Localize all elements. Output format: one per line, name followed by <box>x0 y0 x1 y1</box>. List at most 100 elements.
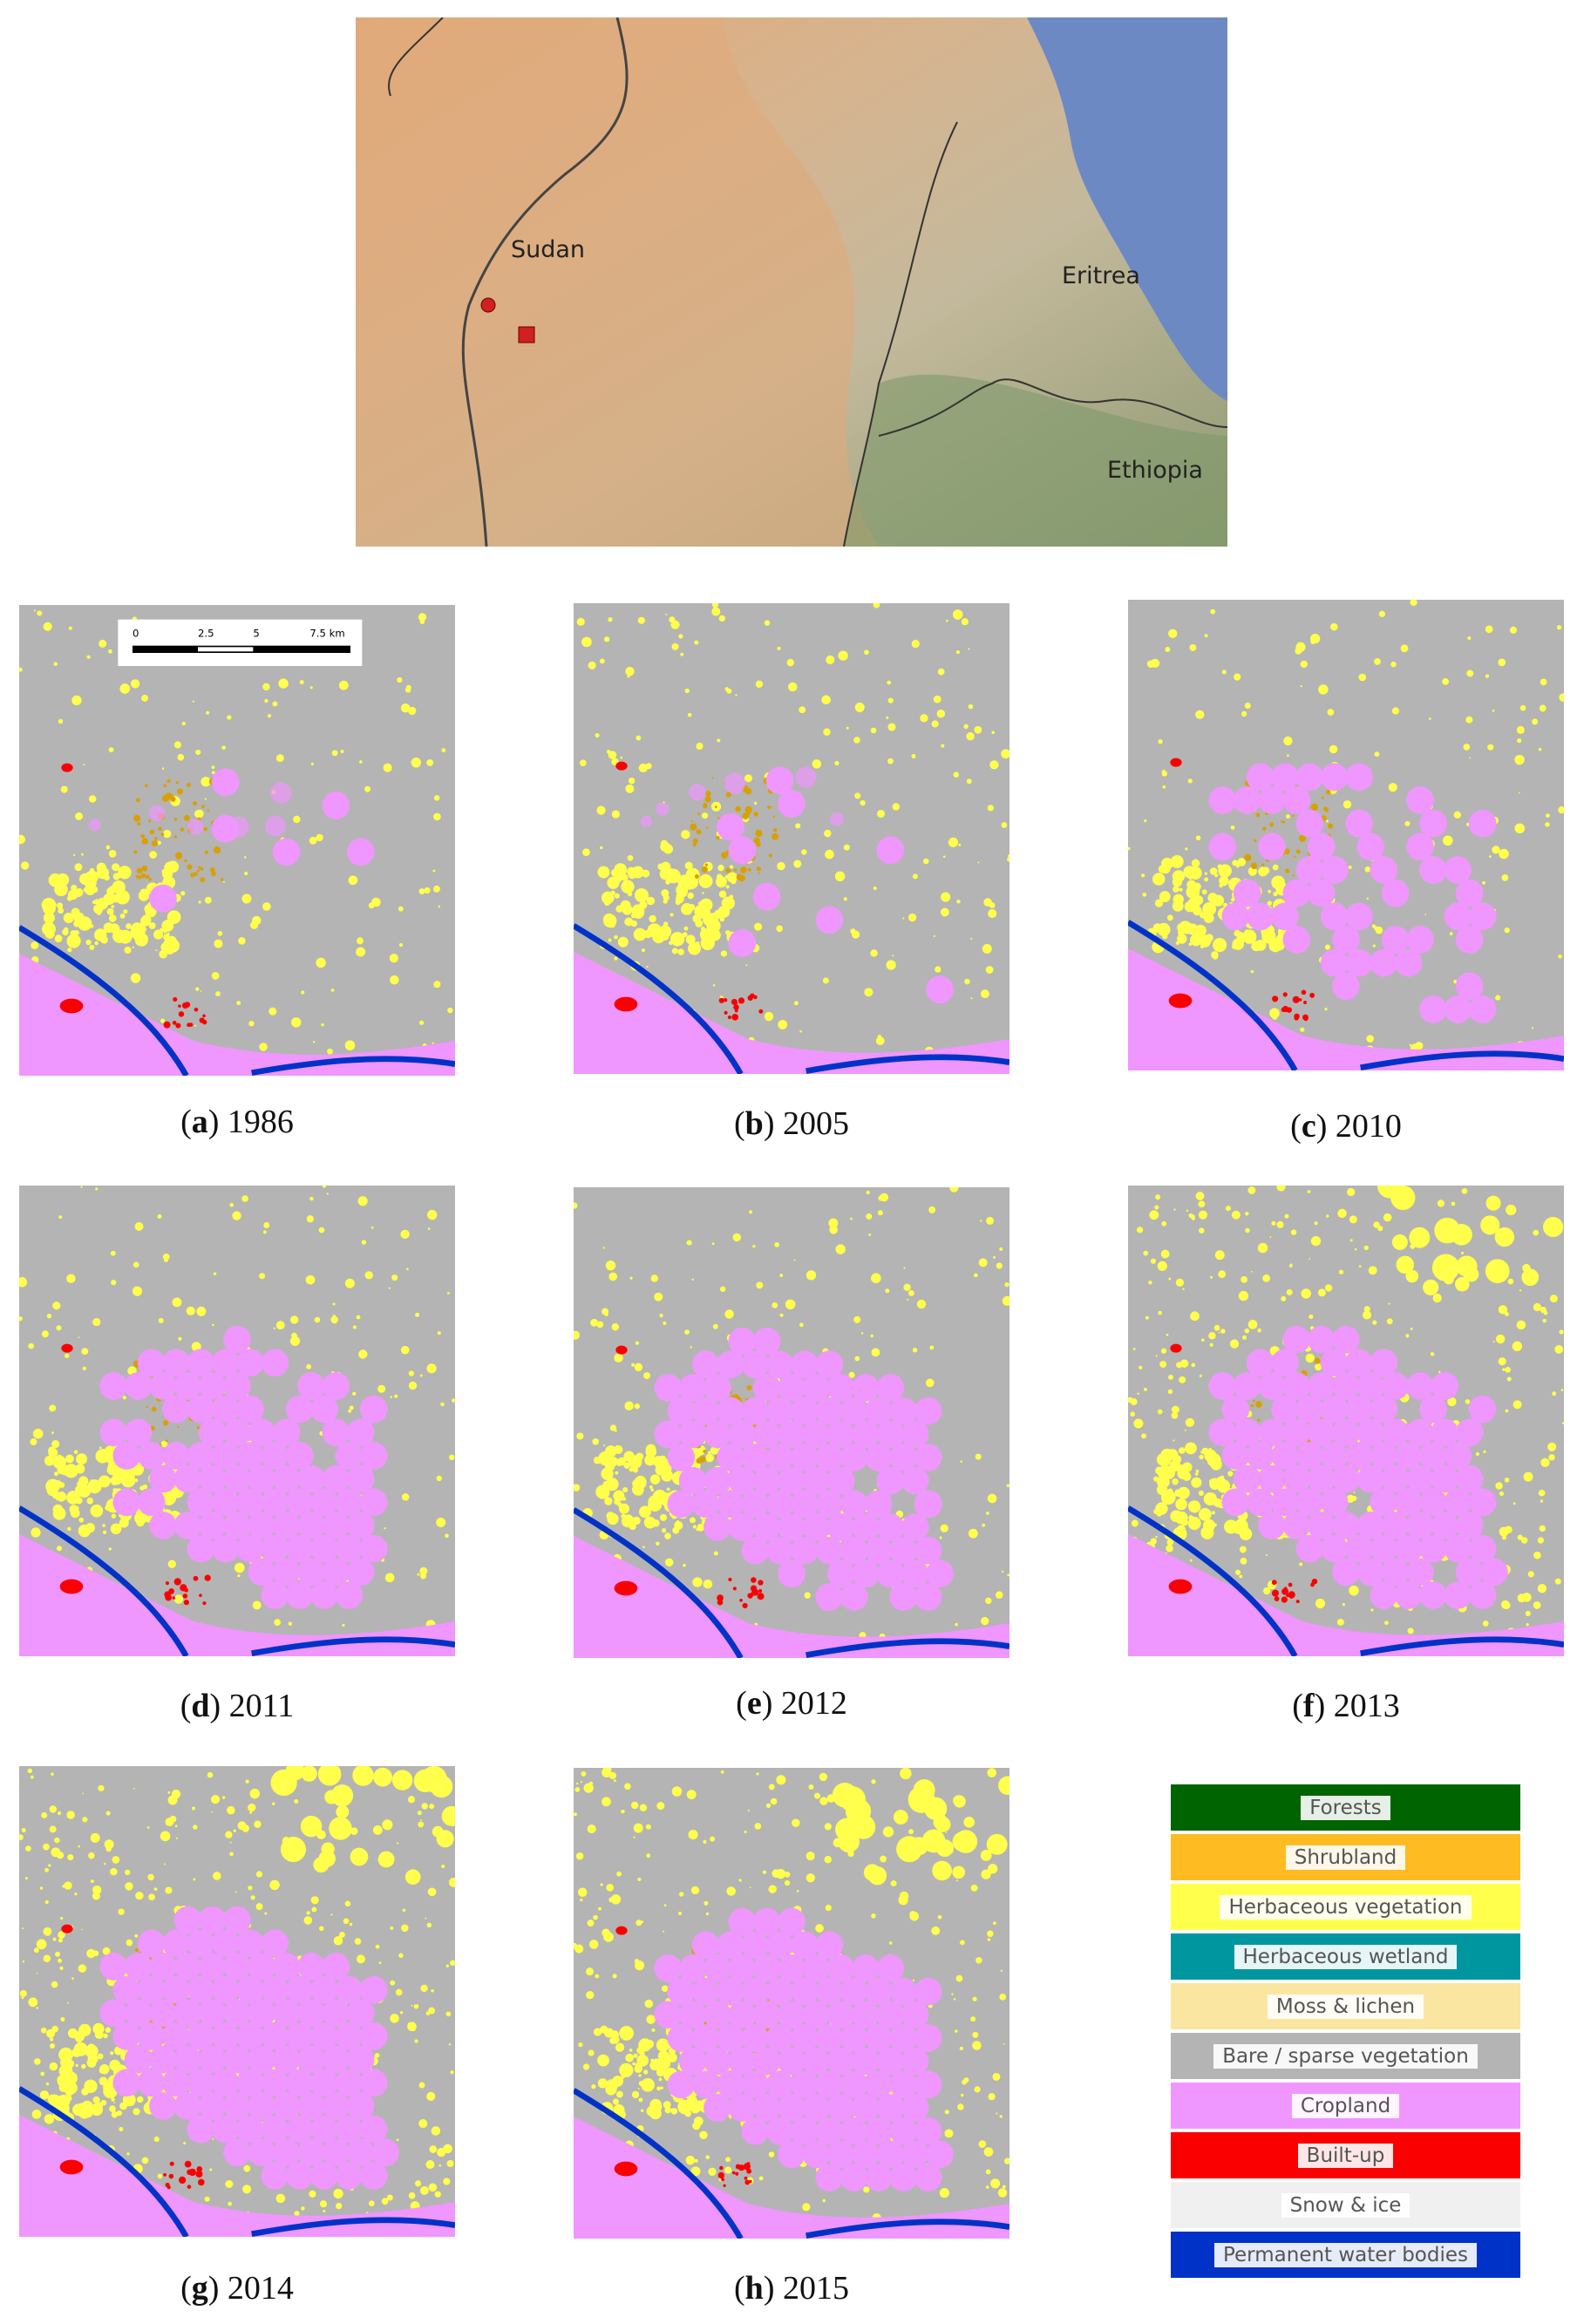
herbaceous-patch <box>243 2164 251 2172</box>
herbaceous-patch <box>1449 932 1453 935</box>
herbaceous-patch <box>1204 877 1209 882</box>
herbaceous-patch <box>398 1953 404 1958</box>
crop-field <box>1271 1349 1299 1377</box>
crop-field <box>1356 1558 1385 1587</box>
herbaceous-patch <box>592 1437 600 1445</box>
crop-field <box>223 1325 251 1354</box>
herbaceous-patch <box>383 763 392 772</box>
herbaceous-patch <box>933 695 941 703</box>
crop-field <box>297 1372 325 1400</box>
herbaceous-patch <box>813 1792 821 1799</box>
herbaceous-patch <box>116 2110 123 2117</box>
herbaceous-patch <box>241 1195 248 1202</box>
crop-field <box>765 1536 794 1565</box>
herbaceous-patch <box>162 829 172 839</box>
built-up <box>165 1581 169 1586</box>
crop-field <box>272 2045 301 2074</box>
crop-field <box>717 1977 744 2006</box>
crop-field <box>1444 1581 1472 1609</box>
shrub-patch <box>715 805 717 808</box>
herbaceous-patch <box>605 2083 617 2096</box>
herbaceous-patch <box>996 1262 1003 1269</box>
herbaceous-patch <box>614 1444 623 1455</box>
land-cover-map <box>574 603 1009 1074</box>
herbaceous-patch <box>669 941 673 945</box>
shrub-patch <box>1299 834 1307 842</box>
herbaceous-patch <box>633 1823 643 1833</box>
crop-field <box>691 1490 720 1519</box>
crop-field <box>1282 926 1311 954</box>
crop-field <box>678 2001 707 2029</box>
herbaceous-patch <box>648 926 656 934</box>
crop-field <box>752 1513 781 1541</box>
crop-field <box>826 2140 855 2169</box>
herbaceous-patch <box>54 934 63 943</box>
crop-field <box>752 2047 781 2076</box>
herbaceous-patch <box>671 1786 683 1797</box>
crop-field <box>285 2162 314 2190</box>
herbaceous-patch <box>675 899 681 906</box>
herbaceous-patch <box>933 934 935 937</box>
herbaceous-patch <box>582 848 590 857</box>
herbaceous-patch <box>349 1922 353 1926</box>
herbaceous-patch <box>49 1825 57 1833</box>
herbaceous-patch <box>720 1770 724 1774</box>
herbaceous-patch <box>1157 922 1171 936</box>
crop-field <box>914 2024 942 2052</box>
crop-field <box>1370 1442 1398 1470</box>
herbaceous-patch <box>710 933 717 940</box>
herbaceous-patch <box>51 1440 60 1449</box>
herbaceous-patch <box>268 1007 277 1016</box>
herbaceous-patch <box>634 1475 647 1488</box>
sea <box>1027 17 1227 401</box>
herbaceous-patch <box>744 1830 747 1834</box>
desert <box>356 17 879 547</box>
crop-field <box>322 2138 350 2167</box>
herbaceous-patch <box>431 2126 441 2136</box>
crop-field <box>1345 1349 1373 1377</box>
crop-field <box>248 1999 276 2028</box>
shrub-patch <box>177 1425 180 1429</box>
herbaceous-patch <box>645 1824 651 1830</box>
crop-field <box>248 2092 276 2120</box>
herbaceous-patch <box>824 1823 832 1831</box>
river <box>574 923 744 1074</box>
herbaceous-patch <box>234 1562 245 1573</box>
herbaceous-patch <box>1192 1217 1195 1220</box>
herbaceous-patch <box>1514 823 1526 834</box>
crop-field <box>765 1350 794 1379</box>
herbaceous-patch <box>330 1315 339 1324</box>
herbaceous-patch <box>985 966 994 974</box>
crop-field <box>704 1466 731 1495</box>
crop-field <box>187 1395 215 1424</box>
herbaceous-patch <box>70 1510 75 1515</box>
herbaceous-patch <box>732 1233 741 1242</box>
river <box>1128 920 1298 1070</box>
herbaceous-patch <box>204 2196 210 2202</box>
herbaceous-patch <box>900 1768 912 1780</box>
crop-field <box>1246 1349 1275 1377</box>
herbaceous-patch <box>76 1453 88 1465</box>
herbaceous-patch <box>400 703 411 713</box>
herbaceous-patch <box>629 1276 633 1280</box>
crop-field <box>815 1536 844 1565</box>
herbaceous-patch <box>238 936 246 945</box>
crop-field <box>802 1954 831 1982</box>
herbaceous-patch <box>60 1917 64 1920</box>
built-up <box>202 1601 207 1606</box>
crop-field <box>778 790 805 818</box>
built-up <box>193 1575 199 1581</box>
herbaceous-patch <box>623 1451 635 1462</box>
crop-field <box>310 2069 338 2097</box>
herbaceous-patch <box>132 1286 143 1296</box>
built-up <box>199 1594 202 1597</box>
crop-field <box>656 802 670 816</box>
herbaceous-patch <box>985 2169 991 2175</box>
herbaceous-patch <box>1495 1482 1503 1490</box>
crop-field <box>173 2045 202 2074</box>
crop-field <box>285 1488 314 1517</box>
crop-field <box>1320 1349 1349 1377</box>
crop-field <box>1258 1418 1286 1447</box>
crop-field <box>310 1975 338 2004</box>
legend-label: Moss & lichen <box>1267 1994 1424 2019</box>
